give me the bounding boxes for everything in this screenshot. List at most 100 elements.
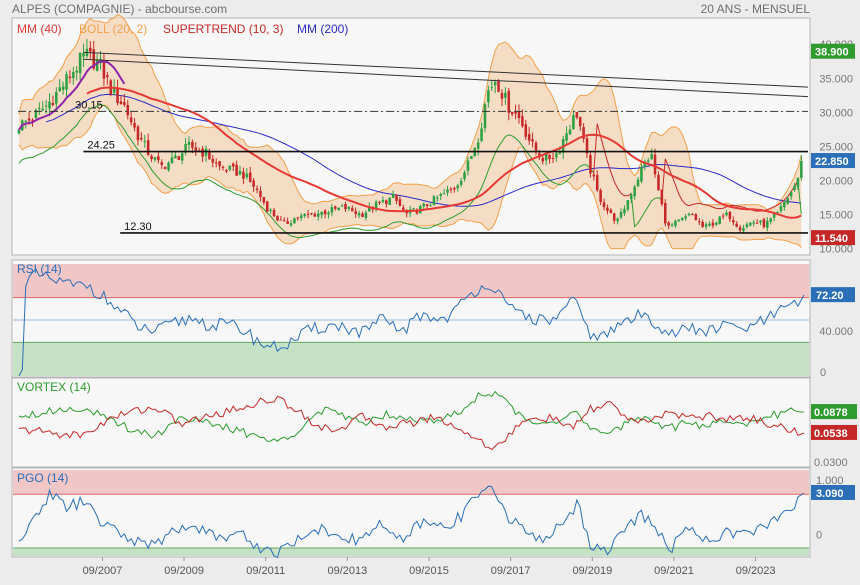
candle-body — [487, 90, 490, 103]
vortex-badge-label: 0.0878 — [814, 407, 848, 419]
rsi-badge-label: 72.20 — [816, 290, 844, 302]
price-badge-box — [811, 153, 855, 169]
candle-body — [92, 49, 96, 69]
vortex-badge-box — [811, 424, 857, 440]
candle-body — [582, 127, 585, 139]
candle-body — [228, 165, 232, 170]
level-label: 24.25 — [87, 140, 115, 152]
candle-body — [51, 103, 55, 106]
candle-body — [187, 142, 191, 146]
candle-body — [310, 213, 313, 215]
x-tick-label: 09/2015 — [409, 565, 449, 577]
vortex-badge-box — [811, 404, 857, 420]
candle-body — [34, 109, 38, 119]
legend-mm40: MM (40) — [17, 22, 62, 36]
rsi-y-tick: 40.000 — [819, 326, 853, 338]
rsi-panel: RSI (14) 40.000 0 72.20 — [11, 259, 855, 379]
candle-body — [800, 161, 803, 178]
candle-body — [68, 76, 72, 79]
candle-body — [269, 209, 272, 211]
candle-body — [337, 207, 340, 211]
candle-body — [357, 213, 361, 216]
candle-body — [116, 88, 119, 104]
candle-body — [221, 166, 225, 169]
price-y-tick: 10.000 — [819, 244, 853, 256]
candle-body — [776, 212, 779, 214]
x-tick-label: 09/2023 — [736, 565, 776, 577]
candle-body — [170, 157, 174, 164]
candle-body — [446, 189, 449, 193]
bollinger-bands — [18, 14, 802, 250]
candle-body — [316, 213, 320, 217]
candle-body — [119, 101, 123, 105]
supertrend-segment — [630, 193, 663, 228]
candle-body — [504, 92, 507, 98]
candle-body — [368, 206, 371, 212]
candle-body — [252, 180, 255, 187]
trendline — [83, 51, 809, 88]
candle-body — [333, 206, 337, 209]
candle-body — [296, 217, 300, 219]
candle-body — [276, 216, 279, 221]
candle-body — [395, 194, 398, 201]
x-tick-label: 09/2021 — [654, 565, 694, 577]
candle-body — [772, 213, 776, 218]
candle-body — [640, 167, 643, 182]
candle-body — [262, 196, 266, 203]
price-levels: 30.15 24.25 12.30 — [18, 99, 808, 234]
candle-body — [72, 72, 75, 79]
candle-body — [289, 223, 293, 226]
pgo-overbought-zone — [13, 470, 809, 495]
candle-body — [578, 117, 582, 127]
price-y-axis: 40.00035.00030.00025.00020.00015.00010.0… — [819, 39, 853, 255]
pgo-badge-box — [811, 484, 855, 500]
pgo-y-axis: 1.000 0 3.090 — [811, 475, 855, 542]
bollinger-upper-line — [18, 14, 802, 211]
candle-body — [742, 228, 745, 231]
candle-body — [721, 215, 725, 217]
candle-body — [208, 150, 211, 160]
candle-body — [381, 199, 385, 202]
price-y-tick: 20.000 — [819, 175, 853, 187]
candle-body — [708, 223, 711, 226]
price-y-tick: 30.000 — [819, 107, 853, 119]
price-badge-label: 38.900 — [815, 47, 849, 59]
price-badges: 38.900 22.850 11.540 — [811, 43, 855, 246]
candle-body — [449, 188, 453, 190]
candle-body — [745, 224, 749, 228]
candle-body — [629, 194, 633, 200]
price-badge-box — [811, 43, 855, 59]
candle-body — [755, 222, 759, 224]
rsi-line — [18, 268, 805, 377]
legend-supertrend: SUPERTREND (10, 3) — [163, 22, 283, 36]
candle-body — [218, 161, 221, 167]
candle-body — [687, 213, 691, 216]
candle-body — [259, 190, 262, 198]
mm40-line — [86, 86, 802, 219]
candle-body — [436, 197, 439, 199]
trendlines — [83, 51, 809, 98]
candle-body — [398, 199, 402, 206]
candle-body — [619, 211, 623, 218]
candle-body — [759, 220, 762, 223]
candle-body — [102, 61, 106, 79]
candle-body — [670, 224, 674, 226]
candle-body — [783, 202, 786, 208]
candle-body — [374, 201, 378, 209]
candle-body — [517, 111, 521, 118]
vortex-lines — [18, 390, 805, 451]
vortex-badge-label: 0.0538 — [814, 428, 848, 440]
candle-body — [106, 75, 109, 78]
candle-body — [677, 219, 681, 221]
candle-body — [293, 218, 296, 224]
candle-body — [534, 142, 538, 151]
candle-body — [75, 70, 79, 73]
candle-body — [95, 60, 99, 71]
pgo-title: PGO (14) — [17, 471, 68, 485]
candle-body — [65, 74, 68, 90]
candle-body — [201, 148, 204, 157]
candle-body — [31, 119, 34, 121]
candle-body — [599, 190, 602, 202]
candle-body — [140, 137, 143, 140]
legend-mm200: MM (200) — [297, 22, 348, 36]
